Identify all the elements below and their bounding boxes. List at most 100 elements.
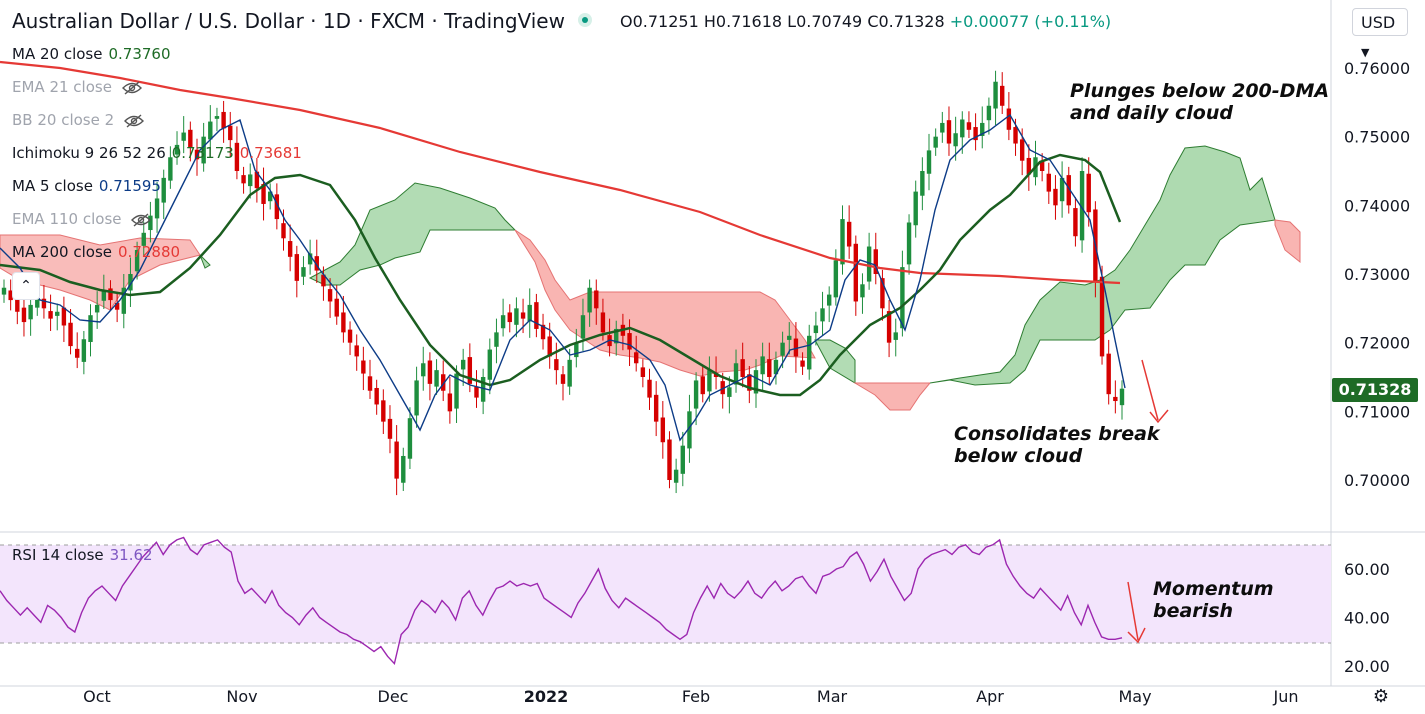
- candle-body: [833, 260, 839, 298]
- candle-body: [248, 174, 253, 187]
- time-tick-label: May: [1118, 687, 1151, 706]
- ohlc-low: L0.70749: [787, 12, 863, 31]
- candle-body: [900, 267, 905, 329]
- candle-body: [953, 133, 958, 147]
- price-tick-label: 0.76000: [1344, 59, 1410, 78]
- candle-body: [94, 304, 100, 313]
- candle-body: [627, 333, 632, 350]
- candle-body: [873, 249, 878, 274]
- rsi-band: [0, 545, 1331, 643]
- candle-body: [560, 374, 566, 384]
- candle-body: [760, 356, 765, 375]
- candle-body: [807, 335, 812, 370]
- legend-ma5[interactable]: MA 5 close 0.71595: [12, 177, 161, 195]
- candle-body: [267, 191, 273, 202]
- candle-body: [480, 377, 486, 402]
- hidden-eye-icon[interactable]: [121, 80, 142, 95]
- time-tick-label: Jun: [1273, 687, 1299, 706]
- candle-body: [281, 223, 286, 239]
- last-price-label: 0.71328: [1332, 378, 1418, 402]
- currency-selector[interactable]: USD ▼: [1352, 8, 1408, 59]
- legend-ma200[interactable]: MA 200 close 0.72880: [12, 243, 180, 261]
- candle-body: [860, 284, 865, 298]
- candle-body: [75, 348, 80, 358]
- ma20-line: [0, 153, 1122, 397]
- candle-body: [913, 191, 918, 226]
- candle-body: [1099, 276, 1105, 357]
- candle-body: [853, 243, 859, 302]
- candle-body: [394, 441, 399, 479]
- candle-body: [773, 359, 779, 375]
- candle-body: [634, 352, 639, 364]
- candle-body: [727, 387, 732, 397]
- legend-ema110[interactable]: EMA 110 close: [12, 210, 152, 228]
- annotation-text: and daily cloud: [1070, 102, 1233, 124]
- candle-body: [201, 136, 206, 164]
- cloud-red-3: [853, 382, 932, 411]
- candle-body: [1066, 175, 1071, 206]
- candle-body: [507, 312, 512, 323]
- legend-bb20[interactable]: BB 20 close 2: [12, 111, 145, 129]
- candle-body: [1059, 177, 1065, 202]
- time-tick-label: Nov: [226, 687, 257, 706]
- hidden-eye-icon[interactable]: [124, 113, 145, 128]
- candle-body: [500, 315, 506, 329]
- candle-body: [414, 380, 419, 416]
- candle-body: [15, 297, 20, 312]
- time-axis[interactable]: Oct Nov Dec 2022 Feb Mar Apr May Jun: [83, 687, 1298, 706]
- candle-body: [48, 311, 53, 319]
- candle-body: [700, 376, 705, 395]
- candle-body: [1086, 173, 1091, 213]
- legend-ma20[interactable]: MA 20 close 0.73760: [12, 45, 171, 63]
- time-tick-label: Oct: [83, 687, 111, 706]
- candle-body: [753, 370, 759, 394]
- candle-body: [234, 142, 240, 171]
- ma5-line: [0, 113, 1126, 442]
- candle-body: [214, 116, 220, 119]
- legend-ichimoku[interactable]: Ichimoku 9 26 52 26 0.73173 0.73681: [12, 144, 302, 162]
- candle-body: [986, 105, 992, 121]
- settings-gear-icon[interactable]: ⚙: [1372, 686, 1390, 707]
- candle-body: [826, 294, 832, 306]
- candle-body: [401, 455, 406, 483]
- candle-body: [893, 332, 898, 340]
- collapse-legend-button[interactable]: ⌃: [12, 272, 40, 300]
- rsi-legend[interactable]: RSI 14 close 31.62: [12, 546, 153, 564]
- hidden-eye-icon[interactable]: [131, 212, 152, 227]
- rsi-axis[interactable]: 60.00 40.00 20.00: [1344, 560, 1390, 676]
- candle-body: [128, 274, 133, 291]
- candle-body: [1046, 173, 1051, 192]
- candle-body: [101, 291, 107, 301]
- candle-body: [1006, 108, 1012, 130]
- candle-body: [487, 349, 492, 380]
- candle-body: [567, 359, 572, 387]
- legend-ma5-value: 0.71595: [98, 177, 161, 195]
- time-tick-label: Dec: [378, 687, 409, 706]
- candle-body: [687, 411, 692, 449]
- candle-body: [467, 357, 473, 384]
- price-tick-label: 0.71000: [1344, 402, 1410, 421]
- currency-label: USD: [1361, 13, 1396, 32]
- legend-ma20-value: 0.73760: [108, 45, 171, 63]
- rsi-legend-label: RSI 14 close: [12, 546, 104, 564]
- ohlc-change: +0.00077 (+0.11%): [949, 12, 1112, 31]
- candle-body: [427, 360, 433, 384]
- candle-body: [301, 267, 306, 277]
- symbol-title[interactable]: Australian Dollar / U.S. Dollar · 1D · F…: [12, 9, 565, 33]
- candle-body: [188, 129, 193, 147]
- candle-body: [614, 328, 619, 344]
- candle-body: [8, 290, 13, 301]
- candle-body: [820, 308, 825, 322]
- candle-body: [1106, 353, 1111, 395]
- candle-body: [148, 215, 153, 231]
- candle-body: [594, 290, 599, 309]
- candle-body: [906, 222, 912, 265]
- candle-body: [221, 111, 226, 129]
- legend-ema21[interactable]: EMA 21 close: [12, 78, 142, 96]
- candle-body: [361, 360, 366, 374]
- candle-body: [1, 287, 7, 295]
- candle-body: [946, 120, 952, 144]
- price-axis[interactable]: 0.76000 0.75000 0.74000 0.73000 0.72000 0.710…: [1344, 59, 1410, 490]
- candle-body: [307, 253, 313, 265]
